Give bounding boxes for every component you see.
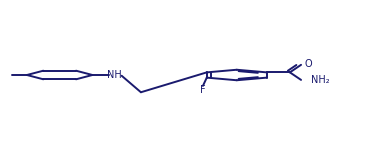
Text: NH: NH	[107, 70, 122, 80]
Text: F: F	[200, 85, 206, 95]
Text: O: O	[304, 59, 312, 69]
Text: NH₂: NH₂	[311, 75, 330, 85]
